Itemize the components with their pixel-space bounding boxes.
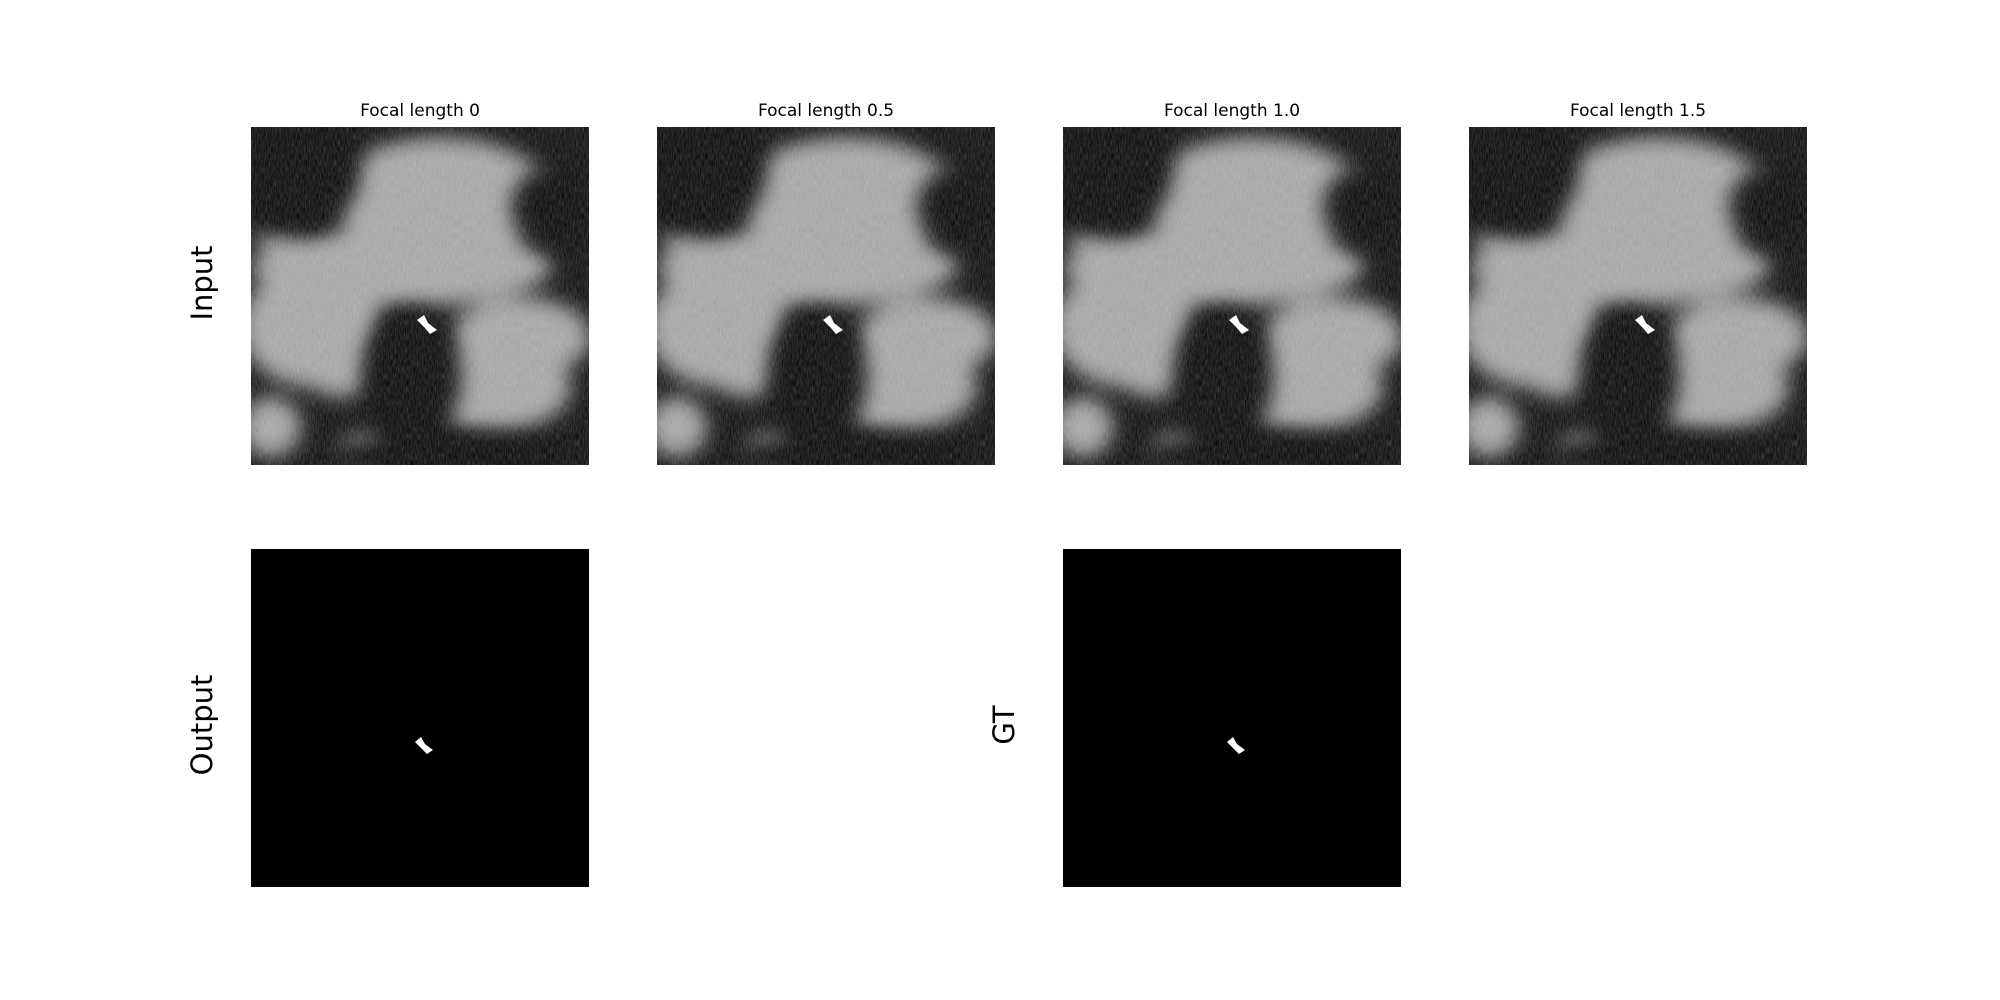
row-label-input: Input — [185, 245, 219, 321]
row-label-gt: GT — [987, 705, 1021, 745]
input-panel-focal-0 — [251, 127, 589, 465]
input-panel-focal-1.5 — [1469, 127, 1807, 465]
gt-mask-panel — [1063, 549, 1401, 887]
output-blob — [415, 737, 433, 754]
output-mask-panel — [251, 549, 589, 887]
title-focal-0: Focal length 0 — [360, 101, 480, 121]
input-image-focal-1.5 — [1469, 127, 1807, 465]
gt-mask-image — [1063, 549, 1401, 887]
output-mask-image — [251, 549, 589, 887]
input-image-focal-0.5 — [657, 127, 995, 465]
input-panel-focal-0.5 — [657, 127, 995, 465]
input-image-focal-1.0 — [1063, 127, 1401, 465]
input-image-focal-0 — [251, 127, 589, 465]
input-panel-focal-1.0 — [1063, 127, 1401, 465]
row-label-output: Output — [185, 674, 219, 776]
gt-blob — [1227, 737, 1245, 754]
title-focal-1.5: Focal length 1.5 — [1569, 101, 1707, 121]
title-focal-1.0: Focal length 1.0 — [1163, 101, 1301, 121]
title-focal-0.5: Focal length 0.5 — [757, 101, 895, 121]
